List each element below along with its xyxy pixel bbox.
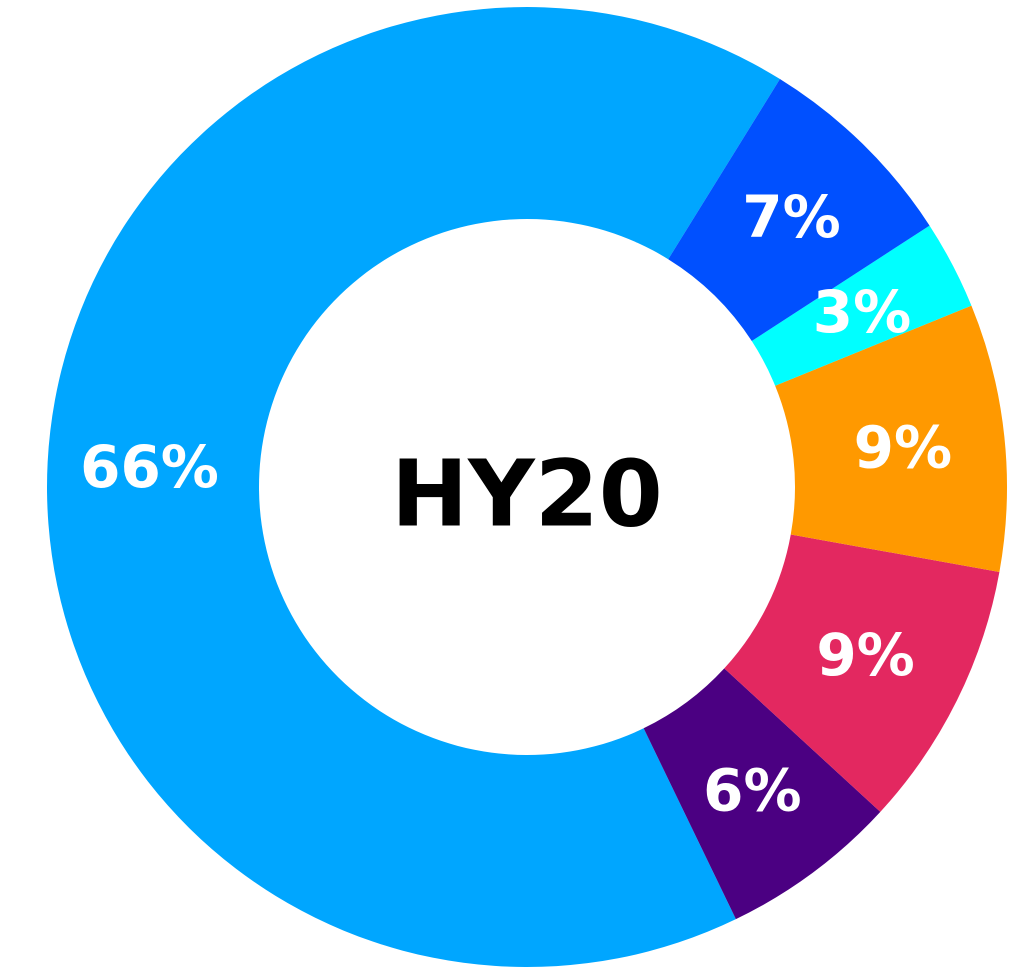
- donut-slice: [47, 7, 780, 968]
- slice-label: 7%: [742, 183, 840, 251]
- slice-label: 3%: [813, 278, 911, 346]
- donut-slice: [775, 305, 1008, 573]
- donut-slice: [643, 668, 881, 920]
- slice-label: 9%: [854, 413, 952, 481]
- slice-label: 6%: [703, 756, 801, 824]
- slice-label: 9%: [816, 621, 914, 689]
- donut-slice: [724, 534, 1000, 812]
- donut-slice: [668, 79, 930, 342]
- donut-slice: [751, 225, 972, 386]
- center-title: HY20: [391, 441, 663, 548]
- slice-label: 66%: [80, 433, 219, 501]
